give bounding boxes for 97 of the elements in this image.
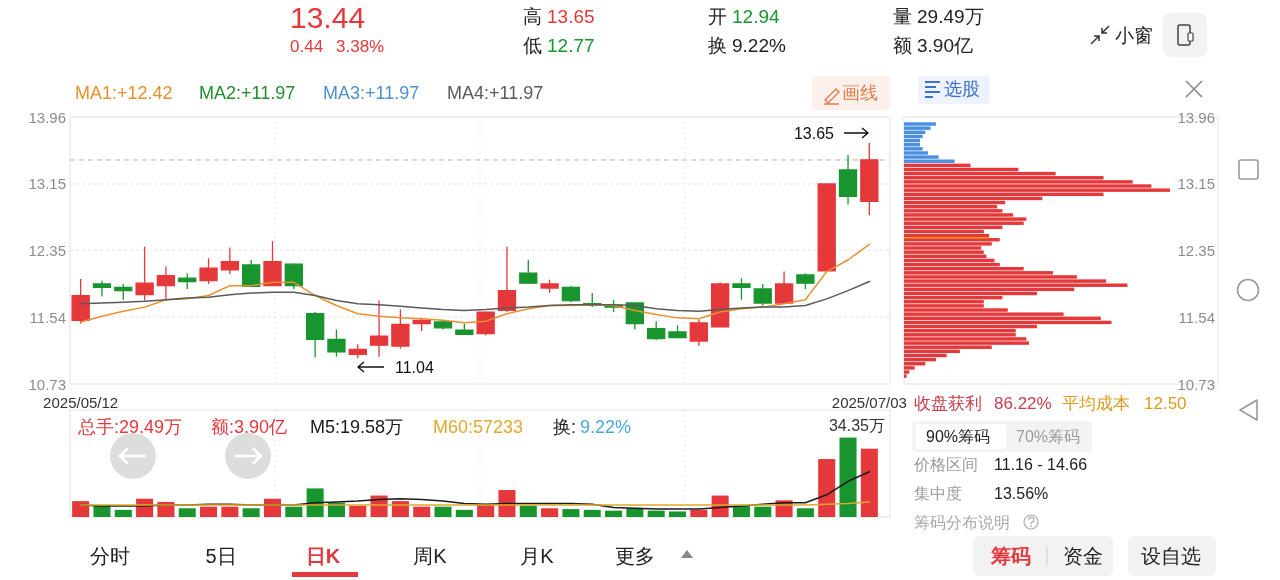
legend-label: MA3:+11.97 bbox=[323, 83, 420, 103]
text: M5:19.58万 bbox=[310, 417, 404, 437]
text: 量 bbox=[893, 5, 912, 27]
text: 86.22% bbox=[994, 393, 1052, 413]
bar bbox=[221, 506, 239, 517]
text: 高 bbox=[523, 5, 542, 27]
text: 低 bbox=[523, 34, 542, 56]
bar bbox=[178, 508, 196, 517]
text: 换 bbox=[708, 34, 727, 56]
text: 额 bbox=[893, 34, 912, 56]
y-tick-label: 13.96 bbox=[28, 108, 66, 126]
text: 价格区间 bbox=[913, 455, 978, 473]
bar bbox=[668, 511, 687, 517]
y-tick-label: 12.35 bbox=[28, 241, 66, 259]
bar bbox=[860, 448, 878, 517]
bar bbox=[904, 337, 1027, 341]
bar bbox=[904, 374, 907, 378]
bar bbox=[583, 509, 601, 517]
text: 更多 bbox=[615, 545, 655, 567]
text: 资金 bbox=[1063, 545, 1103, 567]
text: 总手:29.49万 bbox=[77, 417, 183, 437]
text: 12.94 bbox=[732, 5, 780, 27]
text: 11.16 - 14.66 bbox=[994, 455, 1088, 473]
annotation: 11.04 bbox=[395, 358, 434, 376]
text: 收盘获利 bbox=[914, 393, 982, 413]
text: 换: bbox=[553, 417, 577, 437]
bar bbox=[519, 505, 537, 517]
bar bbox=[904, 217, 1027, 221]
bar bbox=[242, 508, 260, 517]
bar bbox=[605, 510, 623, 517]
text: 周K bbox=[413, 545, 448, 567]
bar bbox=[904, 188, 1170, 192]
text: MA1:+12.42 bbox=[75, 83, 173, 103]
x-tick-label: 2025/05/12 bbox=[43, 393, 119, 411]
bar bbox=[541, 508, 559, 517]
annotation: 13.65 bbox=[793, 124, 835, 142]
text: 筹码分布说明 bbox=[914, 513, 1010, 531]
y-tick-label: 13.15 bbox=[28, 175, 66, 193]
bar bbox=[455, 509, 473, 517]
text: 90%筹码 bbox=[926, 427, 991, 445]
bar bbox=[754, 506, 772, 517]
text: 筹码 bbox=[990, 545, 1031, 567]
text: 开 bbox=[708, 5, 727, 27]
text: 日K bbox=[305, 545, 341, 567]
text: 平均成本 bbox=[1062, 393, 1130, 413]
text: 3.38% bbox=[336, 36, 385, 56]
text: 13.44 bbox=[290, 0, 366, 34]
bar bbox=[904, 250, 984, 254]
bar bbox=[413, 506, 431, 517]
text: 月K bbox=[520, 545, 555, 567]
text: 12.50 bbox=[1144, 393, 1187, 413]
bar bbox=[477, 505, 495, 517]
bar bbox=[732, 505, 750, 517]
y-tick-label: 11.54 bbox=[1178, 308, 1215, 326]
bar bbox=[200, 506, 218, 517]
text: 9.22% bbox=[732, 34, 786, 56]
text: 34.35万 bbox=[828, 416, 885, 434]
text: 13.65 bbox=[547, 5, 595, 27]
legend-label: MA2:+11.97 bbox=[199, 83, 296, 103]
bar bbox=[72, 501, 90, 517]
y-tick-label: 12.35 bbox=[1177, 241, 1215, 259]
y-tick-label: 10.73 bbox=[28, 375, 66, 393]
text: 设自选 bbox=[1141, 545, 1201, 567]
text: 0.44 bbox=[290, 36, 324, 56]
text: 3.90亿 bbox=[917, 34, 973, 56]
bar bbox=[690, 509, 708, 517]
text: 29.49万 bbox=[917, 5, 984, 27]
text: M60:57233 bbox=[433, 417, 524, 437]
bar bbox=[114, 509, 132, 517]
bar bbox=[647, 510, 665, 517]
bar bbox=[818, 459, 836, 517]
y-tick-label: 13.96 bbox=[1177, 108, 1215, 126]
y-tick-label: 11.54 bbox=[29, 308, 66, 326]
bar bbox=[904, 122, 936, 126]
text: 13.56% bbox=[994, 484, 1049, 502]
bar bbox=[562, 509, 580, 517]
text: 12.77 bbox=[547, 34, 595, 56]
text: MA4:+11.97 bbox=[447, 83, 544, 103]
text: 额:3.90亿 bbox=[211, 417, 288, 437]
bar bbox=[904, 341, 1030, 345]
bar bbox=[434, 506, 452, 517]
y-tick-label: 10.73 bbox=[1177, 375, 1215, 393]
text: 选股 bbox=[944, 79, 980, 99]
text: 集中度 bbox=[914, 484, 962, 502]
text: 分时 bbox=[90, 545, 130, 567]
bar bbox=[285, 506, 303, 517]
line-series bbox=[79, 280, 871, 313]
bar bbox=[349, 505, 367, 517]
y-tick-label: 13.15 bbox=[1177, 175, 1215, 193]
text: 70%筹码 bbox=[1016, 427, 1081, 445]
bar bbox=[839, 437, 857, 517]
text: 5日 bbox=[205, 545, 237, 567]
text: 9.22% bbox=[580, 417, 632, 437]
bar bbox=[796, 508, 814, 517]
text: 小窗 bbox=[1115, 24, 1153, 46]
x-tick-label: 2025/07/03 bbox=[831, 393, 907, 411]
text: 画线 bbox=[842, 83, 878, 103]
